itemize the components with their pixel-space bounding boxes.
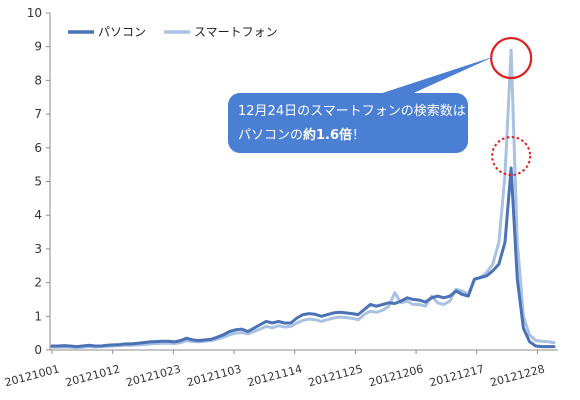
x-tick-label: 20121228: [489, 362, 546, 389]
x-tick-label: 20121125: [307, 362, 364, 389]
y-tick-label: 4: [34, 208, 42, 222]
x-tick-label: 20121012: [64, 362, 121, 389]
x-tick-label: 20121103: [185, 362, 242, 389]
y-tick-label: 0: [34, 343, 42, 357]
x-tick-label: 20121206: [367, 362, 424, 389]
legend-label-1: スマートフォン: [194, 25, 278, 39]
y-tick-label: 1: [34, 309, 42, 323]
x-tick-label: 20121114: [246, 362, 303, 389]
y-tick-label: 7: [34, 107, 42, 121]
smartphone-peak-circle: [490, 36, 533, 80]
callout-line-2-suffix: ！: [352, 128, 365, 143]
y-tick-label: 2: [34, 276, 42, 290]
x-tick-label: 20121217: [428, 362, 485, 389]
y-tick-label: 3: [34, 242, 42, 256]
pc-peak-dotted-circle: [491, 136, 532, 177]
x-tick-label: 20121001: [3, 362, 60, 389]
legend: パソコン スマートフォン: [68, 25, 278, 39]
callout-line-1: 12月24日のスマートフォンの検索数は: [238, 104, 466, 119]
x-tick-labels: 20121001 20121012 20121023 20121103 20121114…: [3, 350, 546, 389]
callout-line-2-prefix: パソコンの: [238, 128, 303, 143]
y-tick-label: 10: [27, 6, 42, 20]
y-tick-label: 9: [34, 40, 42, 54]
x-tick-label: 20121023: [125, 362, 182, 389]
series-line-0: [50, 166, 556, 349]
callout-pointer: [358, 56, 496, 101]
axes: [49, 13, 558, 351]
y-tick-label: 6: [34, 141, 42, 155]
y-tick-labels: 0 1 2 3 4 5 6 7 8 9 10: [27, 6, 50, 357]
callout-line-2: パソコンの約1.6倍！: [238, 127, 365, 143]
callout-bubble: [228, 93, 468, 153]
callout-line-2-emphasis: 約1.6倍: [303, 127, 352, 143]
y-tick-label: 5: [34, 175, 42, 189]
y-tick-label: 8: [34, 73, 42, 87]
series-lines: [50, 48, 556, 350]
legend-label-0: パソコン: [98, 25, 146, 39]
